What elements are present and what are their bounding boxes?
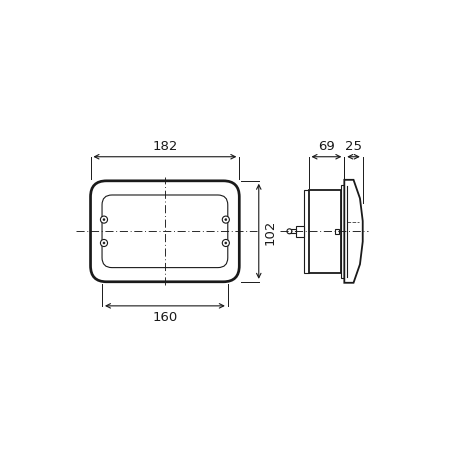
Bar [308, 190, 341, 273]
Text: 182: 182 [152, 140, 177, 153]
Bar [303, 190, 308, 273]
Circle shape [103, 242, 105, 245]
Circle shape [222, 217, 229, 224]
FancyBboxPatch shape [102, 196, 227, 268]
Text: 160: 160 [152, 310, 177, 324]
Text: 69: 69 [317, 140, 334, 153]
Bar [341, 185, 344, 278]
Circle shape [100, 217, 107, 224]
Text: 102: 102 [263, 219, 276, 245]
Bar [334, 229, 339, 235]
Circle shape [286, 230, 291, 234]
Bar [295, 226, 303, 237]
Circle shape [222, 240, 229, 247]
Polygon shape [344, 180, 362, 283]
FancyBboxPatch shape [90, 181, 239, 282]
Text: 25: 25 [344, 140, 361, 153]
Circle shape [100, 240, 107, 247]
Circle shape [224, 242, 226, 245]
Bar [288, 230, 295, 234]
Circle shape [224, 219, 226, 221]
Circle shape [103, 219, 105, 221]
